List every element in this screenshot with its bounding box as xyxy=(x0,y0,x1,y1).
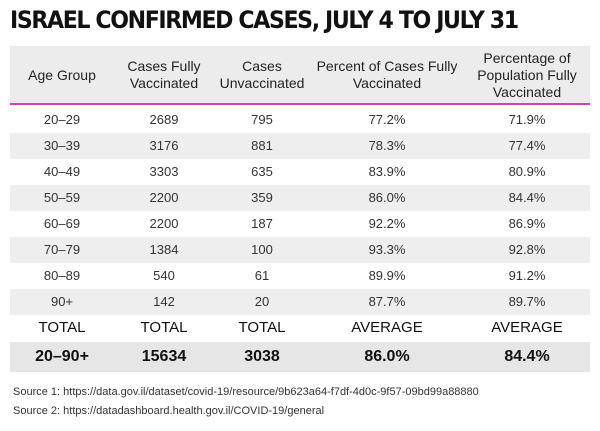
average-value-percent-cases: 86.0% xyxy=(364,348,410,365)
header-cases-fully-vaccinated: Cases Fully Vaccinated xyxy=(127,58,201,91)
cell-percent-cases: 92.2% xyxy=(368,216,406,231)
header-cases-unvaccinated: Cases Unvaccinated xyxy=(219,58,305,91)
cell-age-group: 50–59 xyxy=(43,190,81,205)
cell-percent-population: 77.4% xyxy=(508,138,546,153)
table-row: 70–79 1384 100 93.3% 92.8% xyxy=(10,237,590,263)
total-label-unvaccinated: TOTAL xyxy=(238,319,286,336)
average-label-percent-population: AVERAGE xyxy=(491,319,563,336)
table-row: 50–59 2200 359 86.0% 84.4% xyxy=(10,185,590,211)
total-value-vaccinated: 15634 xyxy=(141,348,187,365)
table-header-band xyxy=(10,46,590,104)
table-row: 60–69 2200 187 92.2% 86.9% xyxy=(10,211,590,237)
header-percent-cases-vaccinated: Percent of Cases Fully Vaccinated xyxy=(316,58,458,91)
cell-cases-vaccinated: 2689 xyxy=(149,112,179,127)
cell-age-group: 60–69 xyxy=(43,216,81,231)
cell-percent-cases: 78.3% xyxy=(368,138,406,153)
table-row: 20–29 2689 795 77.2% 71.9% xyxy=(10,107,590,133)
cell-age-group: 40–49 xyxy=(43,164,81,179)
cell-percent-cases: 83.9% xyxy=(368,164,406,179)
page-title: ISRAEL CONFIRMED CASES, JULY 4 TO JULY 3… xyxy=(10,6,519,34)
cell-percent-population: 92.8% xyxy=(508,242,546,257)
totals-label-row: TOTAL TOTAL TOTAL AVERAGE AVERAGE xyxy=(10,315,590,341)
cell-percent-population: 80.9% xyxy=(508,164,546,179)
cell-percent-population: 91.2% xyxy=(508,268,546,283)
table-row: 40–49 3303 635 83.9% 80.9% xyxy=(10,159,590,185)
cell-age-group: 80–89 xyxy=(43,268,81,283)
total-value-age-range: 20–90+ xyxy=(35,348,89,365)
cell-percent-population: 84.4% xyxy=(508,190,546,205)
average-label-percent-cases: AVERAGE xyxy=(351,319,423,336)
cell-cases-unvaccinated: 359 xyxy=(251,190,273,205)
cell-percent-population: 71.9% xyxy=(508,112,546,127)
source-1: Source 1: https://data.gov.il/dataset/co… xyxy=(13,386,479,398)
average-value-percent-population: 84.4% xyxy=(504,348,550,365)
source-2: Source 2: https://datadashboard.health.g… xyxy=(13,405,325,417)
cell-cases-unvaccinated: 100 xyxy=(251,242,273,257)
cell-percent-cases: 86.0% xyxy=(368,190,406,205)
cell-age-group: 30–39 xyxy=(43,138,81,153)
cell-percent-cases: 93.3% xyxy=(368,242,406,257)
cell-cases-unvaccinated: 635 xyxy=(251,164,273,179)
cell-cases-unvaccinated: 20 xyxy=(254,294,270,309)
header-divider xyxy=(10,103,590,105)
total-value-unvaccinated: 3038 xyxy=(244,348,280,365)
cell-percent-population: 86.9% xyxy=(508,216,546,231)
table-row: 90+ 142 20 87.7% 89.7% xyxy=(10,289,590,315)
header-age-group: Age Group xyxy=(28,66,96,83)
totals-value-row: 20–90+ 15634 3038 86.0% 84.4% xyxy=(10,342,590,372)
header-percent-population-vaccinated: Percentage of Population Fully Vaccinate… xyxy=(477,49,577,100)
cell-age-group: 20–29 xyxy=(43,112,81,127)
cell-cases-vaccinated: 142 xyxy=(153,294,175,309)
cell-cases-vaccinated: 3176 xyxy=(149,138,179,153)
cell-cases-unvaccinated: 881 xyxy=(251,138,273,153)
table-row: 80–89 540 61 89.9% 91.2% xyxy=(10,263,590,289)
cell-percent-cases: 77.2% xyxy=(368,112,406,127)
total-label-vaccinated: TOTAL xyxy=(140,319,188,336)
cell-cases-vaccinated: 540 xyxy=(153,268,175,283)
cell-cases-vaccinated: 1384 xyxy=(149,242,179,257)
cell-percent-population: 89.7% xyxy=(508,294,546,309)
cell-cases-unvaccinated: 187 xyxy=(251,216,273,231)
cell-cases-unvaccinated: 61 xyxy=(254,268,270,283)
table-row: 30–39 3176 881 78.3% 77.4% xyxy=(10,133,590,159)
cell-percent-cases: 87.7% xyxy=(368,294,406,309)
cell-cases-vaccinated: 2200 xyxy=(149,190,179,205)
cell-percent-cases: 89.9% xyxy=(368,268,406,283)
cell-cases-unvaccinated: 795 xyxy=(251,112,273,127)
cell-age-group: 90+ xyxy=(50,294,74,309)
total-label-age: TOTAL xyxy=(38,319,86,336)
cell-cases-vaccinated: 2200 xyxy=(149,216,179,231)
totals-value-band xyxy=(10,342,590,372)
cell-cases-vaccinated: 3303 xyxy=(149,164,179,179)
cell-age-group: 70–79 xyxy=(43,242,81,257)
